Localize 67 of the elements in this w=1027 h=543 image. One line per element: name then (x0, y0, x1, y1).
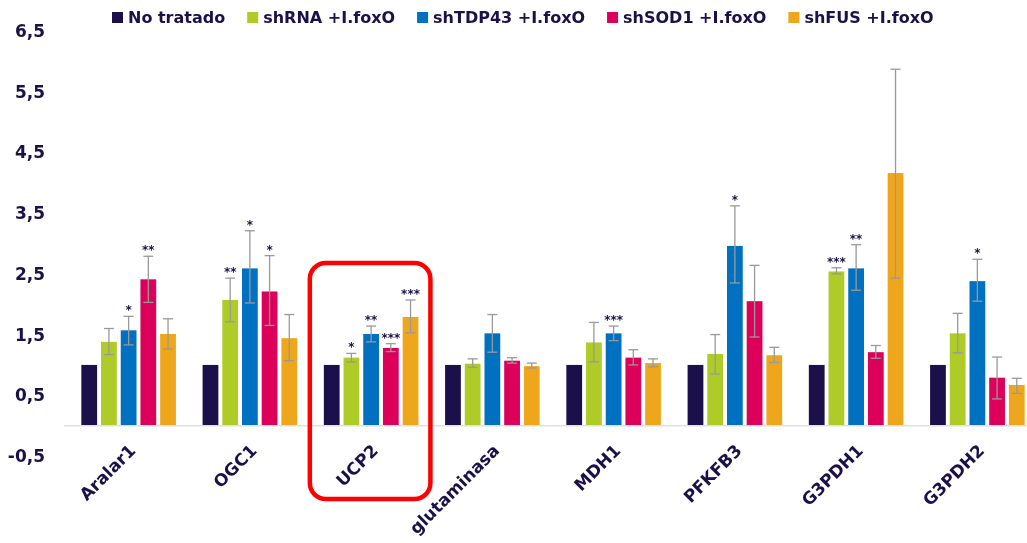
bar (989, 377, 1005, 426)
bar (323, 364, 340, 426)
bar (81, 364, 98, 426)
bar (241, 268, 258, 426)
legend-label: shFUS +I.foxO (804, 8, 934, 27)
data-label: *** (827, 254, 847, 269)
data-label: * (125, 303, 133, 318)
bar (828, 271, 845, 426)
bar (343, 357, 360, 426)
bar (848, 268, 865, 426)
y-tick-label: 0,5 (14, 385, 45, 406)
bar (625, 357, 642, 426)
bar (687, 364, 704, 426)
data-label: ** (223, 265, 238, 280)
bar (504, 360, 520, 426)
bar (445, 364, 461, 426)
bar (566, 364, 583, 426)
bar (261, 291, 278, 426)
bar (707, 354, 724, 426)
bar (726, 245, 743, 426)
bar (120, 330, 137, 426)
bar (605, 333, 622, 426)
bar (464, 363, 481, 426)
bar (281, 338, 298, 426)
bar (222, 299, 239, 426)
data-label: ** (364, 313, 379, 328)
data-label: * (974, 246, 982, 261)
bar (363, 333, 380, 426)
bar (645, 363, 661, 426)
bar (523, 366, 540, 426)
bar (867, 352, 884, 426)
y-tick-label: 4,5 (14, 142, 45, 163)
bar (402, 316, 419, 426)
bar (382, 347, 399, 426)
annotation: * (731, 192, 739, 207)
bar (887, 173, 904, 426)
annotation: * (266, 242, 274, 257)
legend-label: No tratado (128, 8, 226, 27)
bar (746, 301, 763, 426)
legend-label: shRNA +I.foxO (263, 8, 396, 27)
data-label: *** (604, 313, 624, 328)
bar (202, 364, 219, 426)
bar (1008, 384, 1025, 426)
y-tick-label: 2,5 (14, 263, 45, 284)
bar (586, 342, 602, 426)
legend-label: shTDP43 +I.foxO (433, 8, 586, 27)
bar (101, 341, 117, 426)
data-label: ** (142, 243, 156, 258)
y-tick-label: 1,5 (14, 324, 45, 345)
bar (808, 364, 825, 426)
y-tick-label: 6,5 (14, 20, 45, 41)
data-label: *** (381, 330, 401, 345)
data-label: * (348, 340, 356, 355)
data-label: *** (401, 286, 421, 301)
legend-label: shSOD1 +I.foxO (623, 8, 767, 27)
bar (949, 333, 966, 426)
bar (766, 355, 783, 426)
bar (969, 281, 986, 426)
data-label: ** (849, 231, 864, 246)
bar (140, 279, 157, 426)
bar (160, 333, 176, 426)
bar (484, 333, 501, 426)
annotation: * (246, 217, 254, 232)
bar (930, 364, 946, 426)
y-tick-label: 3,5 (14, 203, 45, 224)
y-tick-label: 5,5 (14, 81, 45, 102)
y-tick-label: -0,5 (7, 445, 45, 466)
